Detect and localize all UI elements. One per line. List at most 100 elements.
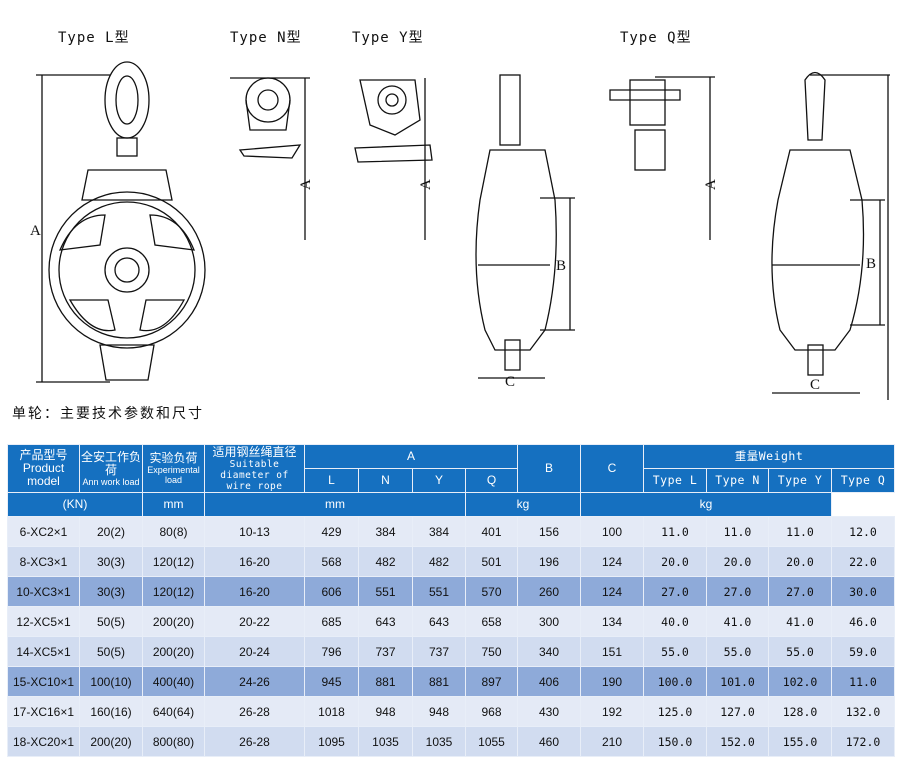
- header-model-en: Product model: [22, 461, 65, 488]
- cell-weight-n: 11.0: [706, 516, 769, 547]
- table-row: 12-XC5×1 50(5) 200(20) 20-22 685 643 643 658 300…: [7, 606, 895, 637]
- type-y-drawing: [354, 78, 433, 240]
- cell-a-y: 881: [412, 666, 466, 697]
- header-weight-n: Type N: [706, 468, 769, 493]
- pulley-drawings: A A A B C A: [30, 61, 890, 400]
- cell-c: 192: [580, 696, 644, 727]
- cell-a-q: 570: [465, 576, 518, 607]
- cell-rope-diameter: 16-20: [204, 546, 305, 577]
- cell-weight-n: 20.0: [706, 546, 769, 577]
- cell-work-load: 160(16): [79, 696, 143, 727]
- cell-model: 14-XC5×1: [7, 636, 80, 667]
- cell-weight-y: 41.0: [768, 606, 832, 637]
- cell-weight-q: 172.0: [831, 726, 895, 757]
- cell-a-q: 968: [465, 696, 518, 727]
- table-row: 18-XC20×1 200(20) 800(80) 26-28 1095 1035 1035…: [7, 726, 895, 757]
- cell-a-n: 1035: [358, 726, 413, 757]
- cell-exp-load: 80(8): [142, 516, 205, 547]
- unit-a: mm: [204, 492, 466, 517]
- cell-a-y: 551: [412, 576, 466, 607]
- cell-rope-diameter: 26-28: [204, 696, 305, 727]
- cell-weight-q: 132.0: [831, 696, 895, 727]
- side-view-drawing: [475, 74, 575, 379]
- cell-exp-load: 200(20): [142, 606, 205, 637]
- dim-b-side: B: [556, 258, 566, 274]
- cell-model: 17-XC16×1: [7, 696, 80, 727]
- cell-rope-diameter: 20-24: [204, 636, 305, 667]
- unit-rope: mm: [142, 492, 205, 517]
- cell-b: 260: [517, 576, 581, 607]
- cell-weight-l: 27.0: [643, 576, 707, 607]
- dim-c-side: C: [505, 374, 515, 390]
- cell-weight-n: 101.0: [706, 666, 769, 697]
- cell-weight-y: 55.0: [768, 636, 832, 667]
- header-model-cn: 产品型号: [19, 448, 68, 462]
- dim-a-y: A: [418, 179, 434, 190]
- cell-a-n: 643: [358, 606, 413, 637]
- header-work-load: 全安工作负荷 Ann work load: [79, 444, 143, 493]
- header-work-load-cn: 全安工作负荷: [80, 449, 141, 477]
- unit-bc: kg: [465, 492, 581, 517]
- spec-table: 产品型号 Product model 全安工作负荷 Ann work load 实验…: [7, 444, 895, 757]
- cell-a-l: 1095: [304, 726, 359, 757]
- cell-rope-diameter: 16-20: [204, 576, 305, 607]
- cell-weight-y: 155.0: [768, 726, 832, 757]
- header-rope: 适用钢丝绳直径 Suitable diameter of wire rope: [204, 444, 305, 493]
- cell-a-l: 796: [304, 636, 359, 667]
- cell-a-l: 945: [304, 666, 359, 697]
- cell-exp-load: 400(40): [142, 666, 205, 697]
- cell-c: 151: [580, 636, 644, 667]
- dim-b-q: B: [866, 256, 876, 272]
- cell-weight-q: 46.0: [831, 606, 895, 637]
- cell-b: 340: [517, 636, 581, 667]
- cell-a-y: 948: [412, 696, 466, 727]
- cell-exp-load: 200(20): [142, 636, 205, 667]
- header-c: C: [580, 444, 644, 493]
- cell-b: 460: [517, 726, 581, 757]
- cell-exp-load: 120(12): [142, 576, 205, 607]
- header-a: A: [304, 444, 518, 469]
- cell-c: 190: [580, 666, 644, 697]
- caption: 单轮：主要技术参数和尺寸: [12, 406, 204, 422]
- cell-c: 100: [580, 516, 644, 547]
- cell-model: 12-XC5×1: [7, 606, 80, 637]
- header-exp-load: 实验负荷 Experimental load: [142, 444, 205, 493]
- type-n-drawing: [230, 77, 310, 240]
- cell-weight-q: 30.0: [831, 576, 895, 607]
- type-l-drawing: [36, 61, 206, 383]
- header-b: B: [517, 444, 581, 493]
- cell-a-q: 750: [465, 636, 518, 667]
- dim-a-n: A: [298, 179, 314, 190]
- cell-c: 124: [580, 576, 644, 607]
- header-a-q: Q: [465, 468, 518, 493]
- cell-a-l: 429: [304, 516, 359, 547]
- cell-weight-y: 102.0: [768, 666, 832, 697]
- table-row: 15-XC10×1 100(10) 400(40) 24-26 945 881 881 897…: [7, 666, 895, 697]
- cell-b: 300: [517, 606, 581, 637]
- type-n-label: Type N型: [230, 30, 302, 46]
- unit-load: (KN): [7, 492, 143, 517]
- header-model: 产品型号 Product model: [7, 444, 80, 493]
- cell-c: 210: [580, 726, 644, 757]
- header-work-load-en: Ann work load: [82, 476, 140, 487]
- cell-weight-l: 20.0: [643, 546, 707, 577]
- cell-model: 8-XC3×1: [7, 546, 80, 577]
- table-row: 6-XC2×1 20(2) 80(8) 10-13 429 384 384 401 156 100…: [7, 516, 895, 547]
- unit-weight: kg: [580, 492, 832, 517]
- table-row: 10-XC3×1 30(3) 120(12) 16-20 606 551 551 570 260…: [7, 576, 895, 607]
- table-row: 14-XC5×1 50(5) 200(20) 20-24 796 737 737 750 340…: [7, 636, 895, 667]
- dim-a-l: A: [30, 223, 41, 239]
- header-weight-y: Type Y: [768, 468, 832, 493]
- cell-weight-q: 22.0: [831, 546, 895, 577]
- cell-a-y: 1035: [412, 726, 466, 757]
- cell-exp-load: 120(12): [142, 546, 205, 577]
- cell-work-load: 100(10): [79, 666, 143, 697]
- cell-rope-diameter: 26-28: [204, 726, 305, 757]
- cell-c: 134: [580, 606, 644, 637]
- cell-weight-l: 55.0: [643, 636, 707, 667]
- table-row: 17-XC16×1 160(16) 640(64) 26-28 1018 948 948 96…: [7, 696, 895, 727]
- header-a-l: L: [304, 468, 359, 493]
- cell-a-q: 1055: [465, 726, 518, 757]
- cell-weight-n: 41.0: [706, 606, 769, 637]
- header-exp-load-cn: 实验负荷: [149, 451, 198, 465]
